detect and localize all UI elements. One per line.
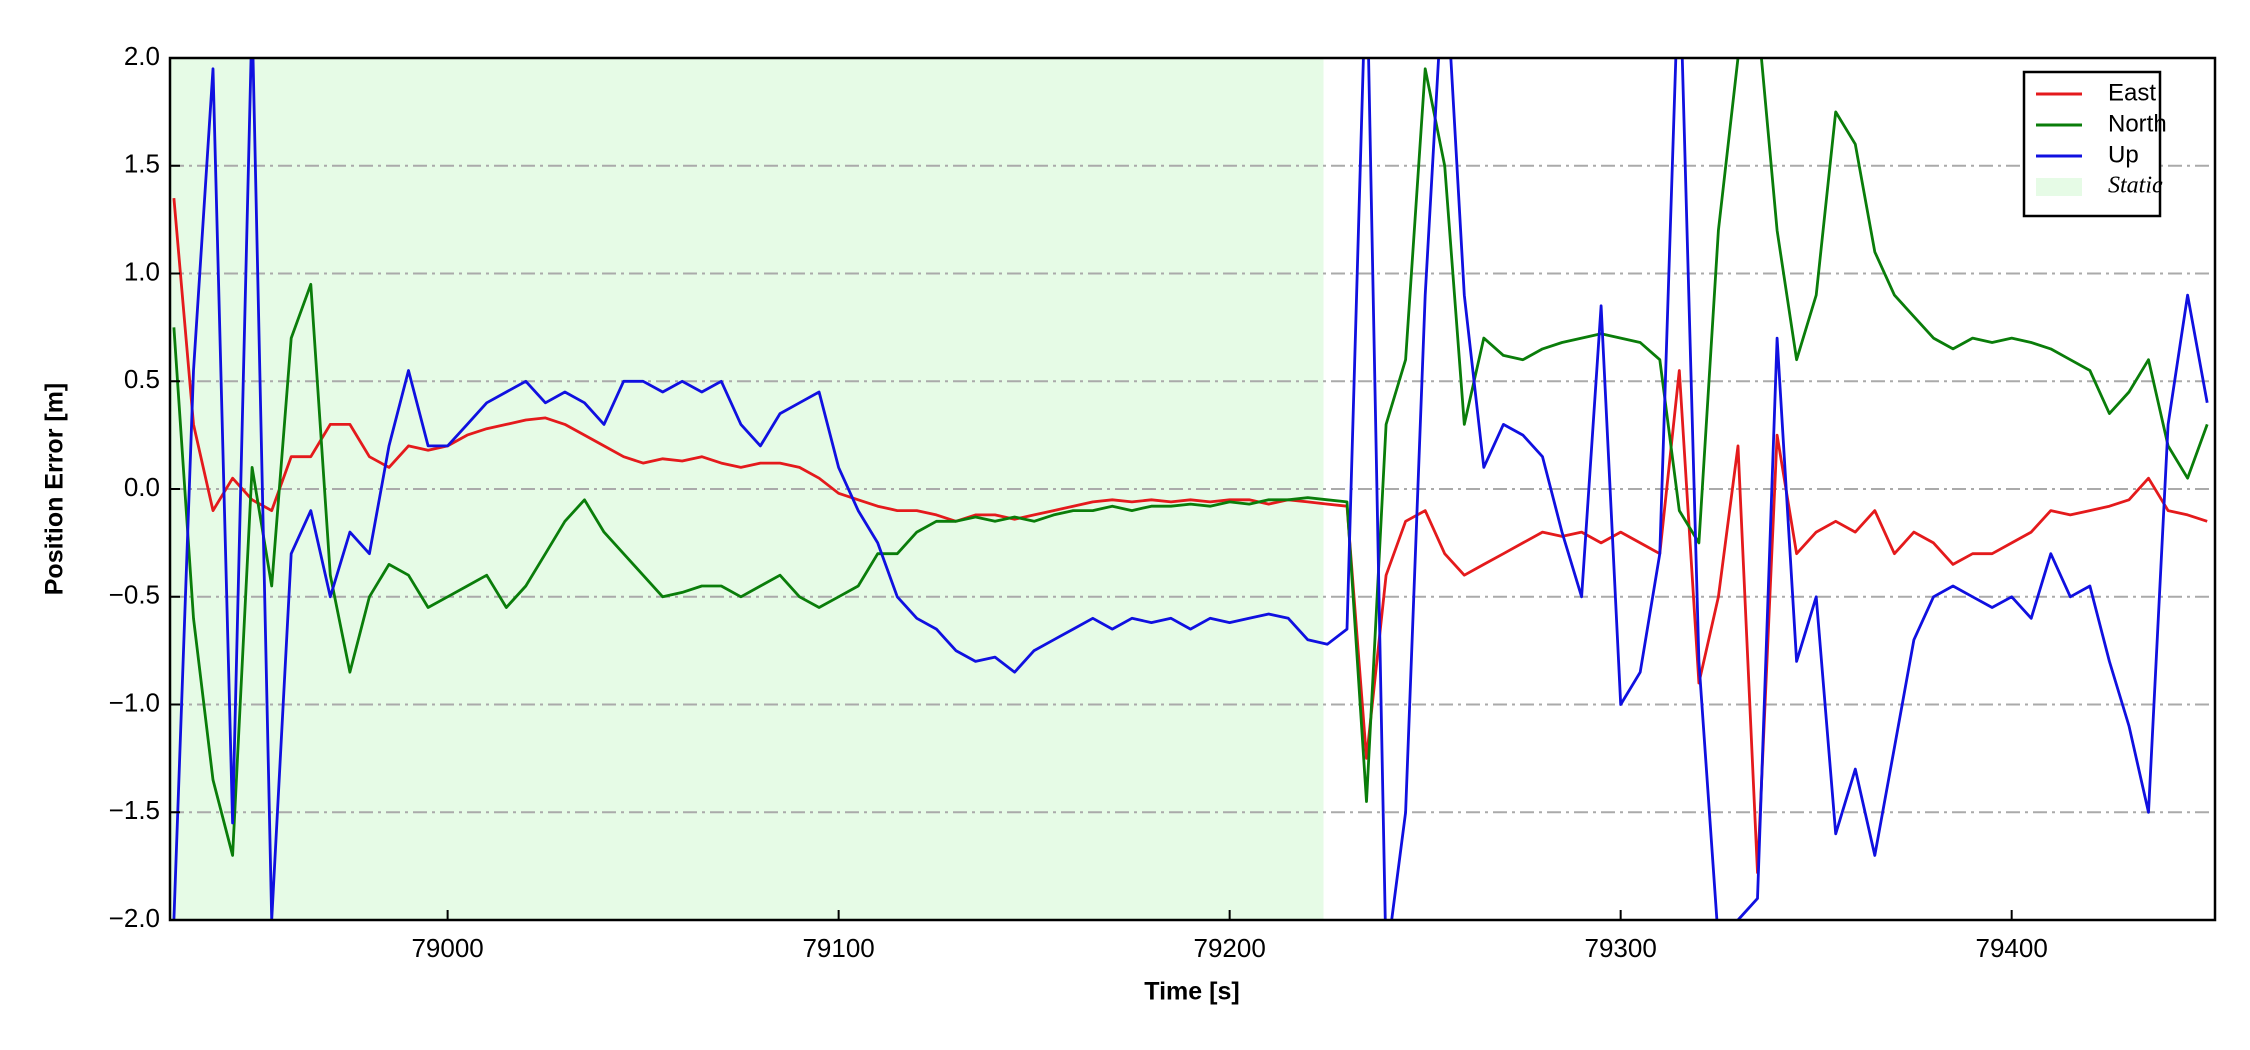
legend-label: Up: [2108, 141, 2139, 168]
x-tick-label: 79300: [1585, 933, 1657, 963]
legend-swatch: [2036, 178, 2082, 196]
y-tick-label: 2.0: [124, 41, 160, 71]
legend: East North Up Static: [2022, 70, 2167, 218]
y-tick-label: 1.5: [124, 149, 160, 179]
series-line: [172, 197, 2208, 874]
x-tick-label: 79200: [1193, 933, 1265, 963]
ticks: −2.0 −1.5 −1.0 −0.5 0.0 0.5 1.0 1.5 2.0 79000 7910…: [109, 41, 2048, 963]
y-tick-label: 0.5: [124, 364, 160, 394]
x-tick-label: 79100: [802, 933, 874, 963]
legend-label: East: [2108, 79, 2156, 106]
series-line: [172, 58, 2209, 857]
x-tick-label: 79000: [411, 933, 483, 963]
lines: [172, 58, 2209, 920]
series-line: [172, 58, 2209, 920]
y-tick-label: 1.0: [124, 256, 160, 286]
y-tick-label: −2.0: [109, 903, 160, 933]
y-axis-label: Position Error [m]: [41, 383, 69, 596]
y-tick-label: −1.5: [109, 795, 160, 825]
legend-label: North: [2108, 110, 2167, 137]
x-tick-label: 79400: [1976, 933, 2048, 963]
y-tick-label: −1.0: [109, 687, 160, 717]
y-tick-label: −0.5: [109, 580, 160, 610]
legend-label: Static: [2108, 173, 2163, 199]
y-tick-label: 0.0: [124, 472, 160, 502]
x-axis-label: Time [s]: [1144, 978, 1239, 1006]
